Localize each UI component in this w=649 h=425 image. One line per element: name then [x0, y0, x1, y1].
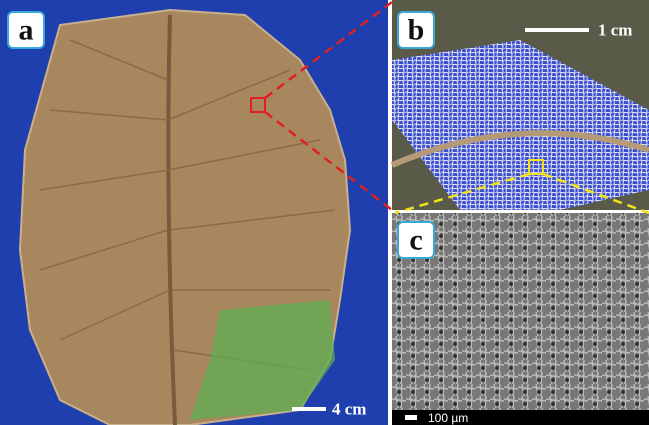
scale-bar-label: 100 µm	[428, 411, 468, 425]
scale-bar	[525, 28, 589, 32]
figure: a 4 cm b 1 cm 100 µm c	[0, 0, 649, 425]
panel-label: b	[408, 14, 425, 47]
panel-label: a	[19, 14, 34, 47]
scale-bar	[292, 407, 326, 411]
panel-label: c	[409, 224, 422, 257]
scale-bar-label: 1 cm	[598, 21, 632, 40]
panel-c: 100 µm c	[392, 213, 649, 425]
panel-a: a 4 cm	[0, 0, 388, 425]
scale-bar	[405, 415, 417, 420]
scale-bar-label: 4 cm	[332, 400, 366, 419]
panel-b: b 1 cm	[392, 0, 649, 210]
